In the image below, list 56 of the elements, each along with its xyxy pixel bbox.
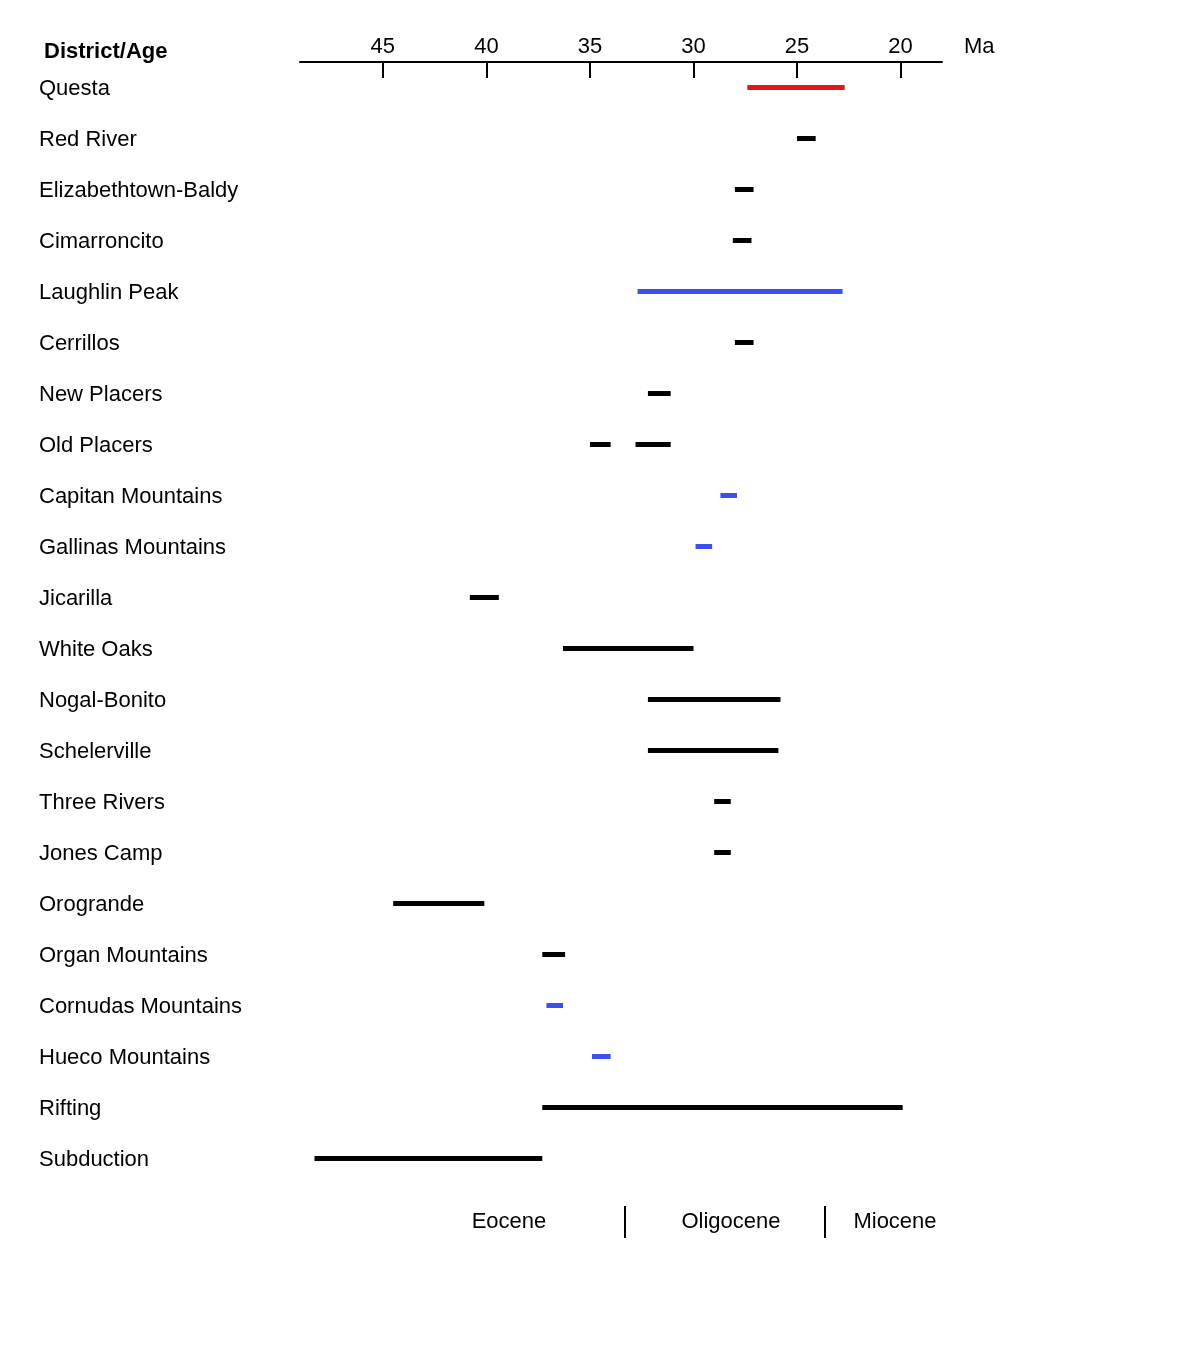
- y-tick-label: Rifting: [39, 1095, 102, 1120]
- bar: [563, 646, 694, 651]
- x-tick-label: 20: [888, 32, 913, 58]
- bar: [734, 187, 754, 192]
- x-axis-title: Ma: [964, 32, 996, 58]
- bar: [546, 1003, 564, 1008]
- x-tick-label: 45: [370, 32, 396, 58]
- bar: [393, 901, 485, 906]
- x-tick-label: 30: [681, 32, 706, 58]
- bar: [542, 952, 566, 957]
- y-tick-label: Schelerville: [39, 738, 152, 763]
- text: Oligocene: [681, 1208, 781, 1234]
- bar: [714, 850, 731, 855]
- y-tick-label: Jicarilla: [39, 585, 114, 610]
- y-tick-label: Orogrande: [39, 891, 145, 916]
- bar: [695, 544, 713, 549]
- text: District/Age: [44, 37, 168, 63]
- y-tick-label: Nogal-Bonito: [39, 687, 167, 712]
- bar: [720, 493, 737, 498]
- bar: [637, 289, 843, 294]
- x-tick-label: 25: [784, 32, 810, 58]
- bar: [647, 697, 781, 702]
- y-tick-label: Questa: [39, 75, 111, 100]
- y-tick-label: White Oaks: [39, 636, 153, 661]
- bar: [647, 748, 779, 753]
- bar: [797, 136, 816, 141]
- bar: [647, 391, 671, 396]
- y-tick-label: Laughlin Peak: [39, 279, 180, 304]
- y-tick-label: Cornudas Mountains: [39, 993, 243, 1018]
- y-tick-label: Capitan Mountains: [39, 483, 223, 508]
- y-tick-label: Subduction: [39, 1146, 150, 1171]
- y-tick-label: Elizabethtown-Baldy: [39, 177, 239, 202]
- bar: [542, 1105, 903, 1110]
- y-tick-label: Hueco Mountains: [39, 1044, 211, 1069]
- bar: [635, 442, 671, 447]
- bar: [592, 1054, 611, 1059]
- y-tick-label: Jones Camp: [39, 840, 163, 865]
- bar: [314, 1156, 543, 1161]
- bar: [734, 340, 754, 345]
- text: Eocene: [471, 1208, 547, 1234]
- bar: [469, 595, 499, 600]
- y-tick-label: Cimarroncito: [39, 228, 164, 253]
- y-tick-label: Organ Mountains: [39, 942, 208, 967]
- text: Miocene: [853, 1208, 937, 1234]
- bar: [714, 799, 731, 804]
- y-tick-label: Old Placers: [39, 432, 153, 457]
- y-tick-label: Cerrillos: [39, 330, 120, 355]
- bar: [732, 238, 752, 243]
- y-tick-label: New Placers: [39, 381, 163, 406]
- y-tick-label: Red River: [39, 126, 137, 151]
- bar: [589, 442, 611, 447]
- x-tick-label: 35: [577, 32, 603, 58]
- bar: [747, 85, 845, 90]
- x-tick-label: 40: [474, 32, 499, 58]
- y-tick-label: Three Rivers: [39, 789, 165, 814]
- y-tick-label: Gallinas Mountains: [39, 534, 227, 559]
